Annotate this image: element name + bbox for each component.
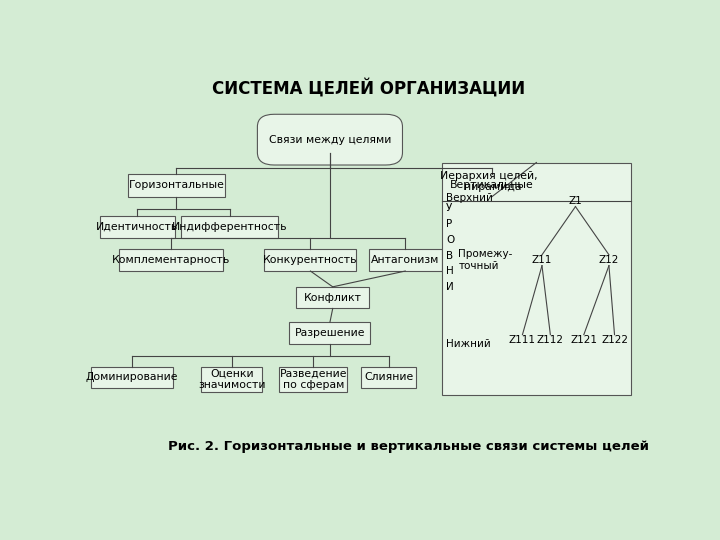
Text: СИСТЕМА ЦЕЛЕЙ ОРГАНИЗАЦИИ: СИСТЕМА ЦЕЛЕЙ ОРГАНИЗАЦИИ: [212, 78, 526, 97]
Text: Горизонтальные: Горизонтальные: [129, 180, 225, 191]
Text: Промежу-
точный: Промежу- точный: [459, 249, 513, 271]
FancyBboxPatch shape: [264, 249, 356, 271]
Text: Z1: Z1: [569, 196, 582, 206]
Text: Z121: Z121: [570, 335, 598, 345]
Text: Комплементарность: Комплементарность: [112, 255, 230, 265]
Text: Z11: Z11: [532, 255, 552, 265]
FancyBboxPatch shape: [201, 367, 262, 392]
Text: Антагонизм: Антагонизм: [371, 255, 439, 265]
FancyBboxPatch shape: [91, 367, 173, 388]
FancyBboxPatch shape: [289, 322, 370, 344]
Text: Разведение
по сферам: Разведение по сферам: [279, 369, 347, 390]
FancyBboxPatch shape: [441, 163, 631, 395]
Text: Слияние: Слияние: [364, 373, 413, 382]
FancyBboxPatch shape: [181, 216, 279, 238]
Text: Z12: Z12: [599, 255, 619, 265]
FancyBboxPatch shape: [120, 249, 222, 271]
Text: Конкурентность: Конкурентность: [264, 255, 358, 265]
Text: Рис. 2. Горизонтальные и вертикальные связи системы целей: Рис. 2. Горизонтальные и вертикальные св…: [168, 440, 649, 453]
Text: Z122: Z122: [601, 335, 628, 345]
FancyBboxPatch shape: [297, 287, 369, 308]
Text: Связи между целями: Связи между целями: [269, 134, 391, 145]
FancyBboxPatch shape: [361, 367, 416, 388]
Text: Н: Н: [446, 266, 454, 276]
Text: Иерархия целей,
  пирамида: Иерархия целей, пирамида: [440, 171, 538, 192]
Text: Нижний: Нижний: [446, 339, 491, 349]
FancyBboxPatch shape: [258, 114, 402, 165]
Text: Оценки
значимости: Оценки значимости: [198, 369, 266, 390]
Text: И: И: [446, 282, 454, 292]
FancyBboxPatch shape: [369, 249, 441, 271]
Text: У: У: [446, 203, 452, 213]
Text: Верхний: Верхний: [446, 193, 493, 203]
Text: Индифферентность: Индифферентность: [172, 222, 287, 232]
Text: О: О: [446, 235, 454, 245]
Text: В: В: [446, 251, 453, 261]
Text: Z112: Z112: [537, 335, 564, 345]
Text: Идентичность: Идентичность: [96, 222, 179, 232]
FancyBboxPatch shape: [127, 174, 225, 197]
Text: Разрешение: Разрешение: [294, 328, 365, 338]
Text: Р: Р: [446, 219, 452, 229]
FancyBboxPatch shape: [279, 367, 347, 392]
FancyBboxPatch shape: [100, 216, 175, 238]
Text: Доминирование: Доминирование: [86, 373, 178, 382]
Text: Конфликт: Конфликт: [304, 293, 361, 302]
Text: Вертикальные: Вертикальные: [450, 180, 534, 191]
FancyBboxPatch shape: [450, 174, 534, 197]
Text: Z111: Z111: [509, 335, 536, 345]
